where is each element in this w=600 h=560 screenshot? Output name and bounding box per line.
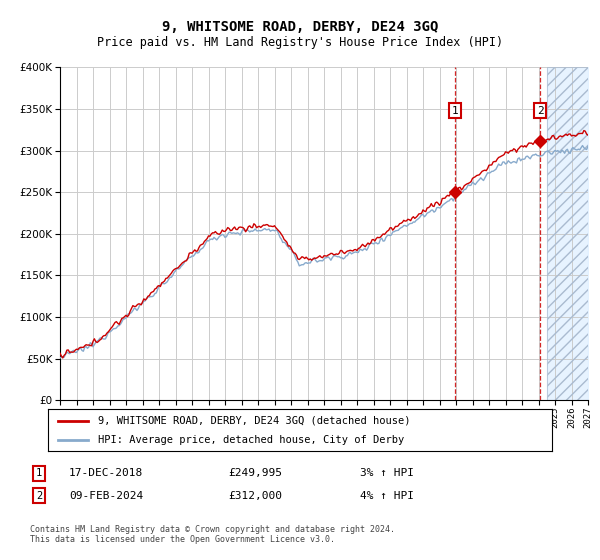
Text: Contains HM Land Registry data © Crown copyright and database right 2024.
This d: Contains HM Land Registry data © Crown c… <box>30 525 395 544</box>
Text: 17-DEC-2018: 17-DEC-2018 <box>69 468 143 478</box>
Text: 9, WHITSOME ROAD, DERBY, DE24 3GQ: 9, WHITSOME ROAD, DERBY, DE24 3GQ <box>162 20 438 34</box>
Text: 9, WHITSOME ROAD, DERBY, DE24 3GQ (detached house): 9, WHITSOME ROAD, DERBY, DE24 3GQ (detac… <box>98 416 411 426</box>
Text: HPI: Average price, detached house, City of Derby: HPI: Average price, detached house, City… <box>98 435 404 445</box>
Text: 4% ↑ HPI: 4% ↑ HPI <box>360 491 414 501</box>
Text: 3% ↑ HPI: 3% ↑ HPI <box>360 468 414 478</box>
Text: £312,000: £312,000 <box>228 491 282 501</box>
Text: 1: 1 <box>36 468 42 478</box>
Text: Price paid vs. HM Land Registry's House Price Index (HPI): Price paid vs. HM Land Registry's House … <box>97 36 503 49</box>
Text: 2: 2 <box>537 105 544 115</box>
Text: 09-FEB-2024: 09-FEB-2024 <box>69 491 143 501</box>
Text: 2: 2 <box>36 491 42 501</box>
Text: 1: 1 <box>452 105 459 115</box>
Text: £249,995: £249,995 <box>228 468 282 478</box>
